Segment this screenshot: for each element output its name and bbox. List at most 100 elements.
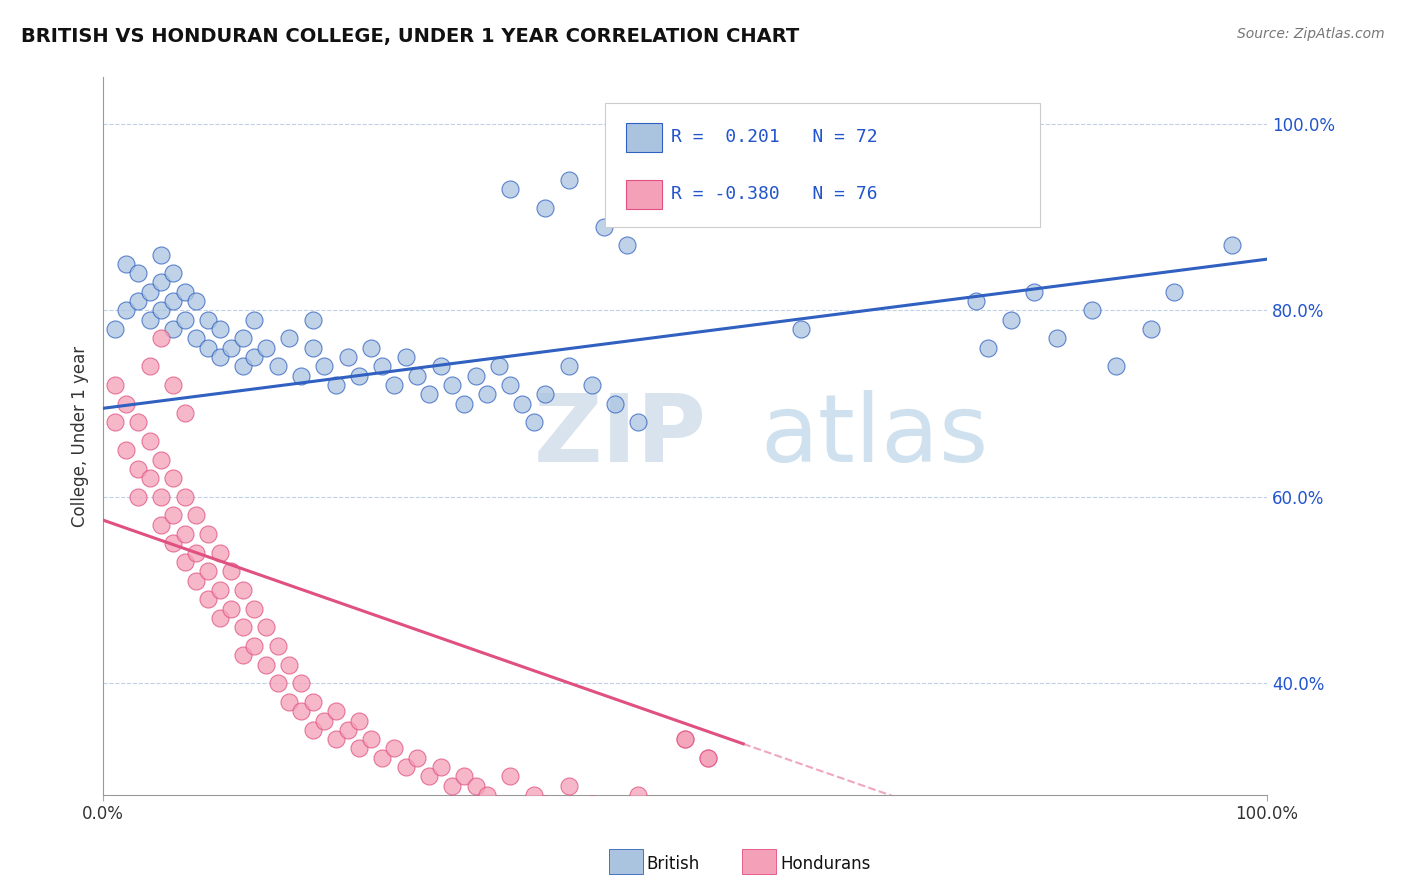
Point bbox=[197, 527, 219, 541]
Point bbox=[138, 359, 160, 374]
Point bbox=[173, 406, 195, 420]
Point bbox=[523, 415, 546, 429]
Point bbox=[186, 546, 208, 560]
Point bbox=[790, 322, 813, 336]
Point bbox=[1104, 359, 1126, 374]
Point bbox=[150, 331, 173, 345]
Point bbox=[115, 303, 138, 318]
Point bbox=[243, 639, 266, 653]
Point bbox=[965, 294, 987, 309]
Point bbox=[557, 359, 579, 374]
Point bbox=[208, 582, 231, 597]
Point bbox=[150, 517, 173, 532]
Point bbox=[371, 359, 394, 374]
Point bbox=[336, 350, 359, 364]
Point bbox=[534, 387, 557, 401]
Point bbox=[186, 574, 208, 588]
Point bbox=[301, 312, 323, 326]
Point bbox=[127, 490, 149, 504]
Point bbox=[301, 695, 323, 709]
Point bbox=[138, 285, 160, 299]
Point bbox=[557, 779, 579, 793]
Point bbox=[1220, 238, 1243, 252]
Point bbox=[453, 769, 475, 783]
Point bbox=[499, 182, 522, 196]
Point bbox=[1163, 285, 1185, 299]
Point bbox=[115, 257, 138, 271]
Point bbox=[208, 611, 231, 625]
Point bbox=[150, 452, 173, 467]
Point bbox=[475, 788, 498, 802]
Text: R =  0.201   N = 72: R = 0.201 N = 72 bbox=[671, 128, 877, 146]
Point bbox=[162, 508, 184, 523]
Point bbox=[197, 565, 219, 579]
Point bbox=[127, 462, 149, 476]
Point bbox=[347, 741, 370, 756]
Point bbox=[104, 322, 127, 336]
Point bbox=[243, 601, 266, 615]
Point bbox=[115, 443, 138, 458]
Point bbox=[429, 760, 451, 774]
Point bbox=[464, 368, 486, 383]
Point bbox=[104, 415, 127, 429]
Point bbox=[325, 704, 347, 718]
Point bbox=[523, 788, 546, 802]
Point bbox=[138, 471, 160, 485]
Text: Hondurans: Hondurans bbox=[780, 855, 870, 873]
Point bbox=[510, 397, 533, 411]
Point bbox=[104, 378, 127, 392]
Point bbox=[1024, 285, 1046, 299]
Point bbox=[1081, 303, 1104, 318]
Point bbox=[162, 536, 184, 550]
Point bbox=[173, 490, 195, 504]
Point bbox=[429, 359, 451, 374]
Point bbox=[441, 779, 464, 793]
Point bbox=[314, 359, 336, 374]
Point bbox=[301, 723, 323, 737]
Point bbox=[243, 312, 266, 326]
Point bbox=[267, 359, 290, 374]
Point bbox=[406, 751, 429, 765]
Point bbox=[173, 285, 195, 299]
Point bbox=[208, 546, 231, 560]
Point bbox=[418, 387, 440, 401]
Point bbox=[208, 322, 231, 336]
Point bbox=[115, 397, 138, 411]
Point bbox=[453, 397, 475, 411]
Text: R = -0.380   N = 76: R = -0.380 N = 76 bbox=[671, 186, 877, 203]
Point bbox=[150, 303, 173, 318]
Point bbox=[232, 359, 254, 374]
Point bbox=[197, 592, 219, 607]
Point bbox=[219, 341, 242, 355]
Point bbox=[382, 378, 405, 392]
Point bbox=[254, 341, 277, 355]
Point bbox=[186, 508, 208, 523]
Point bbox=[314, 714, 336, 728]
Point bbox=[627, 415, 650, 429]
Point bbox=[360, 341, 382, 355]
Point bbox=[605, 806, 627, 821]
Point bbox=[278, 695, 301, 709]
Point bbox=[534, 797, 557, 812]
Point bbox=[232, 648, 254, 663]
Point bbox=[616, 238, 638, 252]
Point bbox=[290, 676, 312, 690]
Point bbox=[499, 769, 522, 783]
Point bbox=[697, 751, 720, 765]
Point bbox=[499, 378, 522, 392]
Point bbox=[186, 294, 208, 309]
Point bbox=[127, 415, 149, 429]
Point bbox=[581, 378, 603, 392]
Text: ZIP: ZIP bbox=[534, 391, 707, 483]
Point bbox=[138, 312, 160, 326]
Text: BRITISH VS HONDURAN COLLEGE, UNDER 1 YEAR CORRELATION CHART: BRITISH VS HONDURAN COLLEGE, UNDER 1 YEA… bbox=[21, 27, 800, 45]
Point bbox=[441, 378, 464, 392]
Point bbox=[267, 639, 290, 653]
Text: Source: ZipAtlas.com: Source: ZipAtlas.com bbox=[1237, 27, 1385, 41]
Point bbox=[162, 266, 184, 280]
Point bbox=[278, 657, 301, 672]
Point bbox=[336, 723, 359, 737]
Point bbox=[371, 751, 394, 765]
Point bbox=[162, 322, 184, 336]
Point bbox=[127, 266, 149, 280]
